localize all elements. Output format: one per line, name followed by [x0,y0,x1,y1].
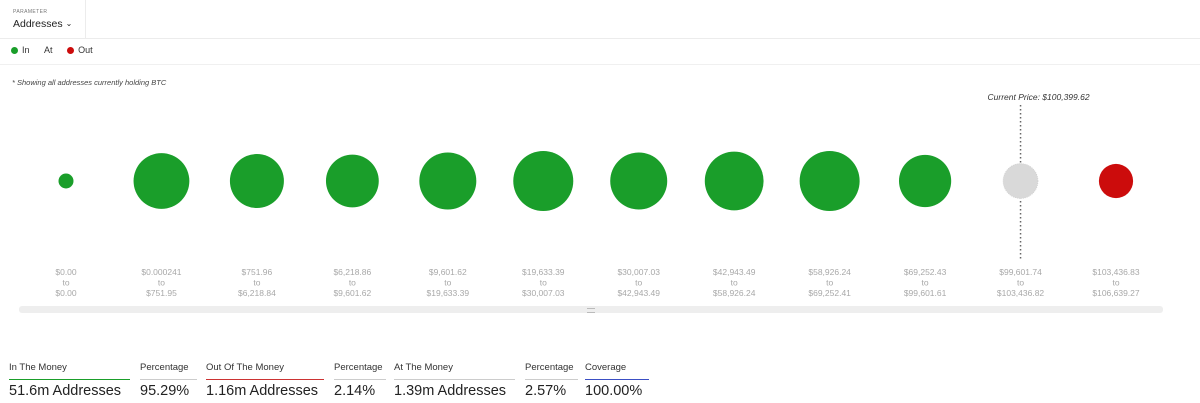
range-from-label: $30,007.03 [617,267,660,277]
stat-underline [585,379,649,380]
legend: In At Out [11,45,105,55]
range-to-label: $42,943.49 [617,288,660,298]
range-from-label: $103,436.83 [1092,267,1140,277]
range-connector: to [540,278,547,288]
stat-underline [525,379,578,380]
range-from-label: $19,633.39 [522,267,565,277]
bubble-in[interactable] [610,152,668,210]
stat-label: Percentage [140,362,189,373]
range-to-label: $58,926.24 [713,288,756,298]
parameter-dropdown[interactable]: Addresses ⌄ [13,18,72,30]
bubble-in[interactable] [325,154,379,208]
stat-value: 1.16m Addresses [206,383,319,399]
range-from-label: $69,252.43 [904,267,947,277]
range-to-label: $0.00 [55,288,77,298]
chevron-down-icon: ⌄ [65,19,73,28]
stat-label: Percentage [525,362,574,373]
range-connector: to [158,278,165,288]
stat-value: 51.6m Addresses [9,383,122,399]
legend-dot-in [11,47,18,54]
range-from-label: $6,218.86 [333,267,371,277]
scrollbar-grip-icon[interactable] [587,308,595,313]
range-to-label: $30,007.03 [522,288,565,298]
current-price-label: Current Price: $100,399.62 [988,92,1090,102]
stat-label: At The Money [394,362,453,373]
range-connector: to [731,278,738,288]
legend-label-in: In [22,45,30,55]
stat-underline [334,379,386,380]
bubble-out[interactable] [1098,163,1134,199]
stat-underline [206,379,324,380]
bubble-in[interactable] [799,151,860,211]
bubble-in[interactable] [419,152,477,210]
stat-value: 95.29% [140,383,190,399]
range-connector: to [635,278,642,288]
bubble-in[interactable] [898,154,952,208]
stat-out-of-the-money: Out Of The Money 1.16m Addresses [206,362,324,399]
range-connector: to [253,278,260,288]
bubble-at[interactable] [1002,163,1039,199]
summary-stats: In The Money 51.6m Addresses Percentage … [0,362,1200,403]
bubble-in[interactable] [58,173,74,189]
range-to-label: $106,639.27 [1092,288,1140,298]
parameter-label: PARAMETER [13,9,48,15]
bubble-in[interactable] [133,153,190,209]
stat-at-percentage: Percentage 2.57% [525,362,578,399]
bubble-in[interactable] [704,151,764,211]
legend-divider [0,64,1200,65]
stat-underline [140,379,197,380]
range-to-label: $6,218.84 [238,288,276,298]
legend-dot-out [67,47,75,54]
stat-in-the-money: In The Money 51.6m Addresses [9,362,130,399]
legend-item-out[interactable]: Out [67,45,93,55]
stat-label: Percentage [334,362,383,373]
top-divider [85,38,1200,39]
range-from-label: $0.00 [55,267,77,277]
stat-value: 2.14% [334,383,376,399]
stat-out-percentage: Percentage 2.14% [334,362,386,399]
chart-scrollbar[interactable] [19,306,1163,313]
range-from-label: $751.96 [242,267,273,277]
bubble-in[interactable] [513,151,574,211]
bubble-in[interactable] [229,154,284,208]
legend-item-at[interactable]: At [44,45,53,55]
stat-underline [394,379,515,380]
range-from-label: $0.000241 [141,267,181,277]
parameter-value: Addresses [13,18,63,30]
range-connector: to [62,278,69,288]
stat-value: 1.39m Addresses [394,383,507,399]
holding-note: * Showing all addresses currently holdin… [12,78,167,87]
range-connector: to [1112,278,1119,288]
stat-value: 2.57% [525,383,567,399]
range-connector: to [922,278,929,288]
legend-label-out: Out [78,45,93,55]
stat-coverage: Coverage 100.00% [585,362,649,399]
range-connector: to [349,278,356,288]
range-to-label: $103,436.82 [997,288,1045,298]
stat-underline [9,379,130,380]
legend-item-in[interactable]: In [11,45,30,55]
range-from-label: $58,926.24 [808,267,851,277]
stat-label: Out Of The Money [206,362,284,373]
stat-label: Coverage [585,362,627,373]
range-to-label: $9,601.62 [333,288,371,298]
range-connector: to [444,278,451,288]
iomap-bubble-chart: Current Price: $100,399.62$0.00to$0.00$0… [55,92,1140,298]
stat-label: In The Money [9,362,67,373]
parameter-panel: PARAMETER Addresses ⌄ [0,0,86,39]
range-to-label: $19,633.39 [427,288,470,298]
legend-label-at: At [44,45,53,55]
range-from-label: $9,601.62 [429,267,467,277]
stat-at-the-money: At The Money 1.39m Addresses [394,362,515,399]
range-connector: to [1017,278,1024,288]
range-from-label: $99,601.74 [999,267,1042,277]
stat-in-percentage: Percentage 95.29% [140,362,197,399]
range-to-label: $69,252.41 [808,288,851,298]
stat-value: 100.00% [585,383,643,399]
range-from-label: $42,943.49 [713,267,756,277]
range-to-label: $99,601.61 [904,288,947,298]
range-to-label: $751.95 [146,288,177,298]
range-connector: to [826,278,833,288]
